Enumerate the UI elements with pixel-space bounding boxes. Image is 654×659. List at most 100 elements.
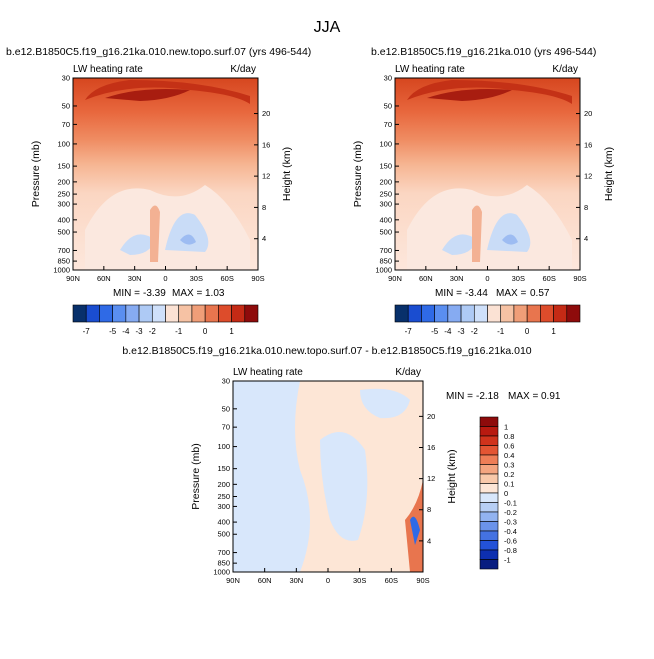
y-tick-label: 1000 [213, 568, 230, 577]
colorbar-swatch [178, 304, 193, 323]
y2-tick-label: 8 [427, 505, 431, 514]
panel-3-blue-upper-south [360, 388, 410, 419]
y2-tick-label: 12 [584, 172, 592, 181]
colorbar-label: 0 [203, 327, 208, 336]
colorbar-swatch [99, 304, 113, 323]
colorbar-swatch [479, 416, 499, 427]
x-tick-label: 0 [485, 274, 489, 283]
colorbar-label: -1 [497, 327, 505, 336]
y-tick-label: 70 [222, 423, 230, 432]
panel-1-blue-core [180, 234, 196, 245]
panel-2-axes: 90N 60N 30N 0 30S 60S 90S 30 50 70 100 150 200 250300… [352, 74, 615, 284]
panel-3-blue-center [320, 432, 368, 541]
y-tick-label: 50 [384, 101, 392, 110]
x-tick-label: 30N [128, 274, 142, 283]
y2-tick-label: 20 [584, 109, 592, 118]
colorbar-swatch [479, 464, 499, 475]
colorbar-swatch [566, 304, 581, 323]
colorbar-label: -0.3 [504, 518, 517, 527]
y-tick-label: 300 [379, 200, 392, 209]
colorbar-label: -2 [471, 327, 479, 336]
x-tick-label: 60S [220, 274, 233, 283]
panel-2-max-label: MAX = [496, 288, 526, 299]
colorbar-swatch [407, 304, 422, 323]
y-tick-label: 150 [379, 162, 392, 171]
colorbar-label: 0.1 [504, 480, 514, 489]
colorbar-swatch [204, 304, 219, 323]
y-tick-label: 200 [57, 177, 70, 186]
y-tick-label: 150 [57, 162, 70, 171]
colorbar-label: 0.2 [504, 470, 514, 479]
x-tick-label: 30S [353, 576, 366, 585]
y-tick-label: 300 [57, 200, 70, 209]
colorbar-label: -0.6 [504, 537, 517, 546]
y-tick-label: 500 [57, 228, 70, 237]
y-tick-label: 70 [62, 120, 70, 129]
x-tick-label: 0 [326, 576, 330, 585]
panel-2-field [395, 78, 580, 270]
panel-1-max-value: 1.03 [205, 288, 225, 299]
panel-1-blue-patch-south [165, 213, 209, 252]
y-tick-label: 400 [217, 518, 230, 527]
colorbar-label: -5 [431, 327, 439, 336]
colorbar-label: -7 [405, 327, 413, 336]
panel-2-units: K/day [552, 64, 578, 75]
x-tick-label: 60S [542, 274, 555, 283]
colorbar-panel-3: 10.80.60.40.30.20.10-0.1-0.2-0.3-0.4-0.6… [479, 416, 517, 570]
y-tick-label: 150 [217, 464, 230, 473]
y-tick-label: 50 [62, 101, 70, 110]
y-tick-label: 200 [379, 177, 392, 186]
y-tick-label: 500 [379, 228, 392, 237]
colorbar-label: -0.8 [504, 546, 517, 555]
colorbar-swatch [460, 304, 475, 323]
y-tick-label: 200 [217, 480, 230, 489]
colorbar-label: -2 [149, 327, 157, 336]
colorbar-swatch [473, 304, 488, 323]
colorbar-swatch [138, 304, 153, 323]
y2-tick-label: 4 [262, 234, 266, 243]
panel-2-title: b.e12.B1850C5.f19_g16.21ka.010 (yrs 496-… [371, 46, 596, 58]
colorbar-swatch [479, 521, 499, 532]
panel-3-min-value: -2.18 [476, 391, 499, 402]
colorbar-swatch [553, 304, 568, 323]
colorbar-swatch [434, 304, 449, 323]
colorbar-swatch [500, 304, 515, 323]
y-tick-label: 850 [379, 257, 392, 266]
colorbar-label: 0.3 [504, 461, 514, 470]
colorbar-swatch [421, 304, 435, 323]
y-tick-label: 30 [384, 74, 392, 83]
y-tick-label: 300 [217, 502, 230, 511]
colorbar-panel-2: -7 -5 -4 -3 -2 -1 0 1 [394, 304, 581, 336]
colorbar-swatch [479, 473, 499, 484]
page-title: JJA [314, 19, 341, 36]
x-tick-label: 60N [419, 274, 433, 283]
panel-2-left-label: LW heating rate [395, 64, 465, 75]
colorbar-swatch [487, 304, 502, 323]
y-tick-label: 100 [379, 139, 392, 148]
panel-3-blue-south-pole [410, 516, 420, 545]
y-tick-label: 100 [217, 442, 230, 451]
x-tick-label: 90N [388, 274, 402, 283]
colorbar-swatch [479, 511, 499, 522]
panel-1-min-label: MIN = [113, 288, 140, 299]
panel-3-max-label: MAX = [508, 391, 538, 402]
x-tick-label: 0 [163, 274, 167, 283]
x-tick-label: 30N [450, 274, 464, 283]
y2-tick-label: 20 [262, 109, 270, 118]
colorbar-label: 0.6 [504, 442, 514, 451]
y-tick-label: 250 [57, 190, 70, 199]
y-tick-label: 250 [379, 190, 392, 199]
colorbar-label: 1 [229, 327, 234, 336]
colorbar-swatch [479, 483, 499, 494]
y2-tick-label: 12 [262, 172, 270, 181]
y-tick-label: 30 [222, 377, 230, 386]
panel-1-units: K/day [230, 64, 256, 75]
colorbar-swatch [479, 502, 499, 513]
y-tick-label: 500 [217, 530, 230, 539]
colorbar-label: -4 [444, 327, 452, 336]
y-tick-label: 70 [384, 120, 392, 129]
x-tick-label: 30N [289, 576, 303, 585]
colorbar-swatch [526, 304, 541, 323]
colorbar-label: -7 [83, 327, 91, 336]
